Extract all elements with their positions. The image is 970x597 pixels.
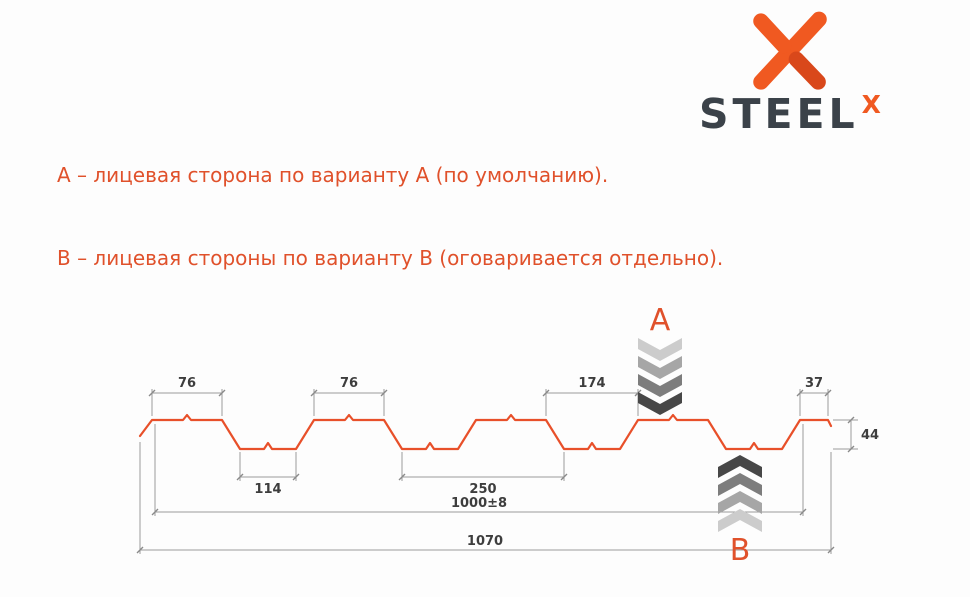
logo-swoosh-bottom-right [788,51,826,90]
chevron-down-icon [638,338,682,361]
brand-logo: STEEL X [675,10,905,135]
brand-name-text: STEEL [699,90,859,138]
extension-lines [139,389,858,554]
dimension-lines [140,392,852,551]
note-line-a: А – лицевая сторона по варианту А (по ум… [57,163,609,187]
side-b-label: В [730,533,751,568]
chevron-down-icon [638,374,682,397]
dim-label-working-width: 1000±8 [451,496,507,511]
logo-swoosh-back [753,11,827,90]
chevron-down-icon [638,392,682,415]
dim-label-top-flange-left: 76 [178,376,196,391]
dim-label-top-opening: 174 [578,376,605,391]
note-line-b: В – лицевая стороны по варианту В (огова… [57,246,724,270]
chevron-down-icon [638,356,682,379]
dim-label-rib-pitch: 250 [469,482,496,497]
dim-label-edge-lip: 37 [805,376,823,391]
brand-name: STEEL X [675,92,905,135]
side-a-arrow-icon [638,338,682,415]
profile-outline [138,413,833,451]
side-b-arrow-icon [718,455,762,532]
side-a-label: А [650,303,671,338]
brand-x-mark: X [861,90,881,119]
logo-swoosh-top-left [753,13,792,54]
dimension-ticks [136,389,855,554]
steelx-logo-icon [753,11,827,90]
chevron-up-icon [718,455,762,478]
chevron-up-icon [718,491,762,514]
dim-label-overall-width: 1070 [467,534,503,549]
chevron-up-icon [718,473,762,496]
dim-label-bottom-flange: 114 [254,482,281,497]
dim-label-top-flange-mid: 76 [340,376,358,391]
dim-label-profile-height: 44 [861,428,879,443]
chevron-up-icon [718,509,762,532]
